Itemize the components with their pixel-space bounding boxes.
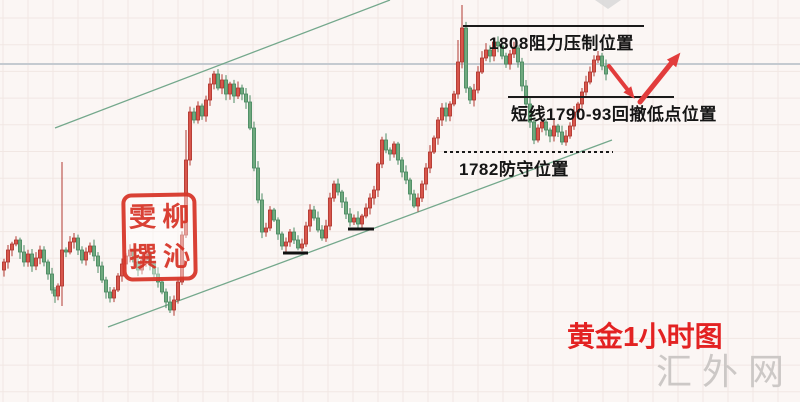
chart-title: 黄金1小时图 <box>567 321 723 352</box>
pullback-annotation: 短线1790-93回撤低点位置 <box>511 105 717 124</box>
stamp-char-top-left: 雯 <box>128 201 157 233</box>
stamp-char-bottom-left: 撰 <box>129 241 157 273</box>
watermark-text: 汇外网 <box>656 352 795 393</box>
stamp-char-top-right: 柳 <box>162 200 190 232</box>
defense-annotation: 1782防守位置 <box>459 160 569 179</box>
stamp-char-bottom-right: 沁 <box>162 240 191 272</box>
author-seal-stamp: 雯 柳 撰 沁 <box>121 192 198 282</box>
resistance-annotation: 1808阻力压制位置 <box>489 34 634 53</box>
